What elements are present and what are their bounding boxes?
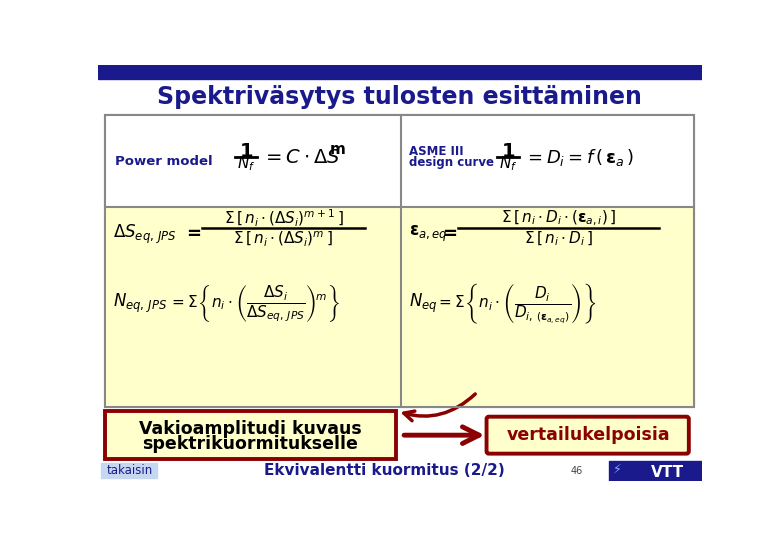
Bar: [105, 115, 694, 408]
Bar: [105, 207, 401, 408]
FancyBboxPatch shape: [487, 417, 689, 454]
Text: Vakioamplitudi kuvaus: Vakioamplitudi kuvaus: [139, 420, 362, 438]
Bar: [101, 463, 158, 478]
Text: spektrikuormitukselle: spektrikuormitukselle: [142, 435, 358, 453]
Bar: [105, 115, 401, 207]
Text: takaisin: takaisin: [106, 464, 152, 477]
Text: ASME III: ASME III: [409, 145, 463, 158]
Text: Power model: Power model: [115, 154, 212, 167]
Text: $\Sigma\,[\,n_i \cdot (\Delta S_i)^{m}\,]$: $\Sigma\,[\,n_i \cdot (\Delta S_i)^{m}\,…: [233, 230, 334, 248]
FancyBboxPatch shape: [105, 411, 396, 459]
Text: $\Sigma\,[\,n_i \cdot (\Delta S_i)^{m+1}\,]$: $\Sigma\,[\,n_i \cdot (\Delta S_i)^{m+1}…: [224, 208, 343, 230]
Text: $\Delta S_{eq,\,JPS}$: $\Delta S_{eq,\,JPS}$: [113, 222, 177, 246]
Text: ⚡: ⚡: [613, 463, 622, 476]
Text: $\Sigma\,[\,n_i \cdot D_i\,]$: $\Sigma\,[\,n_i \cdot D_i\,]$: [524, 230, 593, 248]
Text: $= \Sigma\left\{n_i \cdot \left(\dfrac{\Delta S_i}{\Delta S_{eq,\,JPS}}\right)^{: $= \Sigma\left\{n_i \cdot \left(\dfrac{\…: [168, 283, 339, 324]
Text: vertailukelpoisia: vertailukelpoisia: [506, 426, 670, 444]
Text: design curve: design curve: [409, 156, 494, 169]
Text: =: =: [186, 225, 201, 243]
Text: 1: 1: [239, 141, 254, 160]
Text: $= \Sigma\left\{n_i \cdot \left(\dfrac{D_i}{D_{i,\,(\boldsymbol{\varepsilon}_{a,: $= \Sigma\left\{n_i \cdot \left(\dfrac{D…: [436, 281, 597, 326]
Bar: [401, 207, 694, 408]
Text: Spektriväsytys tulosten esittäminen: Spektriväsytys tulosten esittäminen: [158, 85, 642, 109]
Text: VTT: VTT: [651, 465, 684, 481]
Bar: [609, 461, 702, 481]
Text: $= C \cdot \Delta S$: $= C \cdot \Delta S$: [262, 148, 340, 167]
Bar: [401, 115, 694, 207]
Text: 46: 46: [570, 465, 583, 476]
Text: $\Sigma\,[\,n_i \cdot D_i \cdot (\boldsymbol{\varepsilon}_{a,i})\,]$: $\Sigma\,[\,n_i \cdot D_i \cdot (\boldsy…: [501, 209, 616, 228]
Text: $N_{eq}$: $N_{eq}$: [409, 292, 438, 315]
Bar: [98, 65, 702, 79]
Text: $N_f$: $N_f$: [237, 155, 256, 173]
Text: $N_{eq,\,JPS}$: $N_{eq,\,JPS}$: [113, 292, 167, 315]
Text: m: m: [330, 142, 346, 157]
Text: $\boldsymbol{\varepsilon}_{a,eq}$: $\boldsymbol{\varepsilon}_{a,eq}$: [409, 224, 448, 244]
Text: $= D_i = f\,(\,\boldsymbol{\varepsilon}_a\,)$: $= D_i = f\,(\,\boldsymbol{\varepsilon}_…: [523, 147, 634, 168]
Text: =: =: [442, 225, 457, 243]
Text: 1: 1: [502, 141, 515, 160]
Text: $N_f$: $N_f$: [499, 155, 517, 173]
Text: Ekvivalentti kuormitus (2/2): Ekvivalentti kuormitus (2/2): [264, 463, 505, 478]
Bar: [105, 115, 694, 408]
